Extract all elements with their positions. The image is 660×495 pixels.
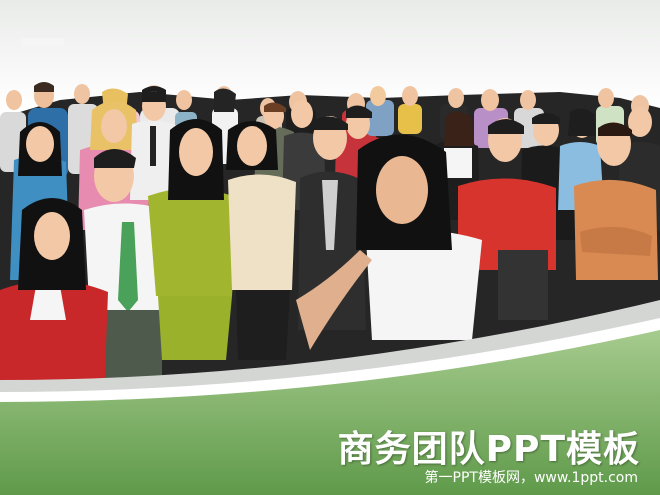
slide-subtitle: 第一PPT模板网，www.1ppt.com [424, 470, 638, 486]
site-logo-icon [22, 38, 64, 47]
front-row-people [0, 116, 658, 400]
slide-title: 商务团队PPT模板 [337, 429, 640, 470]
